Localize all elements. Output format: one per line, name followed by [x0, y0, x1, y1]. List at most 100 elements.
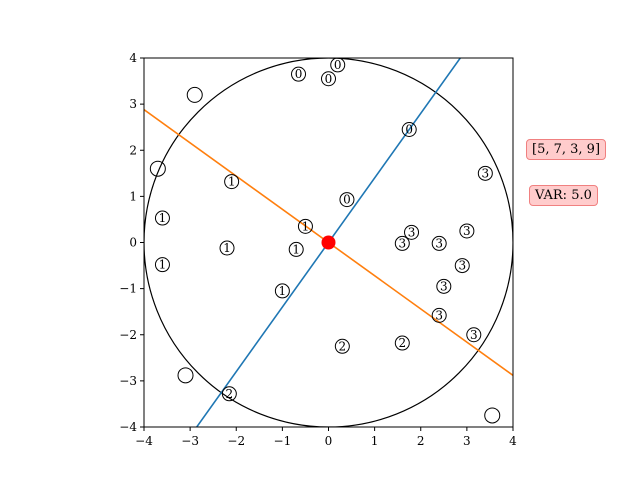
point-marker: [404, 224, 420, 240]
data-point: 3: [477, 165, 493, 181]
y-tick-label: −1: [119, 282, 137, 296]
point-label: 3: [408, 225, 416, 239]
data-point: 3: [466, 327, 482, 343]
y-tick-label: 0: [129, 236, 137, 250]
point-label: 3: [470, 328, 478, 342]
data-point: [186, 86, 203, 103]
data-point: 2: [221, 386, 237, 402]
point-label: 2: [226, 387, 234, 401]
point-label: 1: [228, 175, 236, 189]
point-label: 0: [295, 67, 303, 81]
point-marker: [394, 335, 410, 351]
data-point: 1: [219, 240, 235, 256]
x-tick-label: −3: [181, 434, 199, 448]
data-point: [149, 160, 166, 177]
data-point: 0: [339, 192, 355, 208]
point-marker: [219, 240, 235, 256]
y-tick-label: −2: [119, 328, 137, 342]
point-label: 3: [458, 259, 466, 273]
data-point: [484, 407, 501, 424]
y-tick-label: 3: [129, 97, 137, 111]
point-label: 0: [343, 193, 351, 207]
data-point: 0: [330, 58, 346, 73]
point-label: 3: [435, 308, 443, 322]
data-point: 1: [297, 218, 313, 234]
point-marker: [330, 58, 346, 73]
x-tick-label: 3: [463, 434, 471, 448]
x-tick-label: 2: [417, 434, 425, 448]
point-marker: [291, 66, 307, 82]
point-label: 1: [279, 284, 287, 298]
point-label: 0: [405, 122, 413, 136]
point-label: 3: [398, 236, 406, 250]
point-marker: [436, 278, 452, 294]
point-marker: [186, 86, 203, 103]
x-tick-label: −2: [227, 434, 245, 448]
point-marker: [154, 210, 170, 226]
point-marker: [339, 192, 355, 208]
point-marker: [466, 327, 482, 343]
data-point: 3: [431, 235, 447, 251]
point-marker: [394, 235, 410, 251]
data-point: 3: [436, 278, 452, 294]
point-marker: [154, 257, 170, 273]
point-marker: [224, 174, 240, 190]
point-label: 1: [159, 258, 167, 272]
point-marker: [321, 71, 336, 87]
data-point: 1: [154, 257, 170, 273]
counts-label: [5, 7, 3, 9]: [526, 139, 607, 160]
y-tick-label: 1: [129, 189, 137, 203]
point-label: 1: [159, 211, 167, 225]
data-point: 3: [454, 258, 470, 274]
point-label: 2: [398, 336, 406, 350]
point-marker: [454, 258, 470, 274]
point-label: 0: [334, 58, 342, 72]
point-marker: [274, 283, 290, 299]
var-label: VAR: 5.0: [529, 185, 598, 206]
point-marker: [221, 386, 237, 402]
data-point: 1: [288, 241, 304, 257]
point-marker: [177, 367, 194, 384]
y-tick-label: 4: [129, 51, 137, 65]
data-point: 0: [291, 66, 307, 82]
point-marker: [431, 235, 447, 251]
x-tick-label: 0: [325, 434, 333, 448]
data-point: 3: [431, 307, 447, 323]
point-marker: [297, 218, 313, 234]
point-marker: [484, 407, 501, 424]
data-point: 1: [224, 174, 240, 190]
x-tick-label: 1: [371, 434, 379, 448]
y-tick-label: −3: [119, 374, 137, 388]
data-point: 0: [401, 121, 417, 137]
point-label: 3: [463, 224, 471, 238]
x-tick-label: −1: [274, 434, 292, 448]
data-point: 3: [459, 223, 475, 239]
point-label: 1: [223, 241, 231, 255]
point-marker: [334, 338, 350, 354]
y-tick-label: 2: [129, 143, 137, 157]
data-point: 1: [154, 210, 170, 226]
point-marker: [401, 121, 417, 137]
point-marker: [459, 223, 475, 239]
point-label: 1: [292, 242, 300, 256]
data-point: 2: [394, 335, 410, 351]
center-point: [321, 235, 336, 250]
point-label: 3: [435, 236, 443, 250]
data-point: [177, 367, 194, 384]
point-marker: [288, 241, 304, 257]
axis-ticks: −4 −3 −2 −1 0 1 2 3 4 −4 −3 −2 −1 0 1 2 3 4: [119, 51, 517, 448]
data-point: 2: [334, 338, 350, 354]
point-label: 0: [325, 72, 333, 86]
point-label: 1: [302, 219, 310, 233]
y-tick-label: −4: [119, 420, 137, 434]
point-label: 2: [339, 339, 347, 353]
point-marker: [431, 307, 447, 323]
data-point: 0: [321, 71, 336, 87]
point-label: 3: [482, 166, 490, 180]
point-marker: [477, 165, 493, 181]
x-tick-label: 4: [509, 434, 517, 448]
point-label: 3: [440, 279, 448, 293]
data-point: 3: [404, 224, 420, 240]
